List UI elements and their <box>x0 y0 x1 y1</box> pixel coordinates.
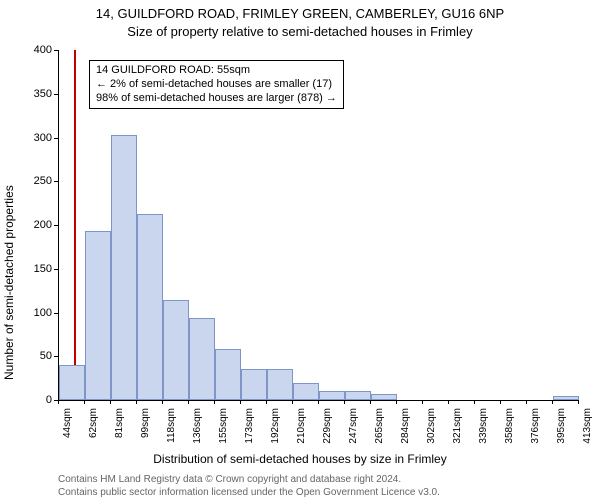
bar <box>137 214 163 400</box>
chart-root: 14, GUILDFORD ROAD, FRIMLEY GREEN, CAMBE… <box>0 0 600 500</box>
x-tick-mark <box>318 400 319 404</box>
y-tick-label: 350 <box>34 88 52 100</box>
x-tick-mark <box>396 400 397 404</box>
y-tick-label: 50 <box>40 350 52 362</box>
x-tick-mark <box>474 400 475 404</box>
x-tick-label: 395sqm <box>556 408 567 452</box>
x-tick-mark <box>422 400 423 404</box>
y-tick-mark <box>54 94 58 95</box>
y-tick-label: 300 <box>34 132 52 144</box>
y-tick-label: 100 <box>34 307 52 319</box>
x-tick-mark <box>344 400 345 404</box>
annotation-line-2: ← 2% of semi-detached houses are smaller… <box>96 78 337 92</box>
x-tick-label: 62sqm <box>88 408 99 452</box>
bar <box>553 396 579 400</box>
x-tick-label: 302sqm <box>426 408 437 452</box>
x-tick-mark <box>214 400 215 404</box>
x-tick-mark <box>448 400 449 404</box>
x-tick-mark <box>370 400 371 404</box>
credits-line-2: Contains public sector information licen… <box>58 487 440 500</box>
marker-line <box>74 50 76 400</box>
y-tick-mark <box>54 225 58 226</box>
bar <box>371 394 397 400</box>
x-tick-label: 339sqm <box>478 408 489 452</box>
y-tick-mark <box>54 313 58 314</box>
bar <box>59 365 85 400</box>
bar <box>111 135 137 400</box>
x-axis-label: Distribution of semi-detached houses by … <box>0 452 600 466</box>
y-tick-label: 250 <box>34 175 52 187</box>
bar <box>267 369 293 400</box>
x-tick-label: 413sqm <box>582 408 593 452</box>
y-tick-mark <box>54 356 58 357</box>
x-tick-mark <box>552 400 553 404</box>
bar <box>85 231 111 400</box>
credits-line-1: Contains HM Land Registry data © Crown c… <box>58 474 440 487</box>
x-tick-mark <box>292 400 293 404</box>
x-tick-mark <box>240 400 241 404</box>
x-tick-label: 155sqm <box>218 408 229 452</box>
bar <box>319 391 345 400</box>
x-tick-label: 284sqm <box>400 408 411 452</box>
y-tick-mark <box>54 181 58 182</box>
y-tick-mark <box>54 269 58 270</box>
x-tick-mark <box>110 400 111 404</box>
x-tick-label: 210sqm <box>296 408 307 452</box>
x-tick-label: 44sqm <box>62 408 73 452</box>
y-tick-label: 0 <box>46 394 52 406</box>
x-tick-label: 321sqm <box>452 408 463 452</box>
y-tick-label: 400 <box>34 44 52 56</box>
x-tick-label: 229sqm <box>322 408 333 452</box>
x-tick-mark <box>58 400 59 404</box>
annotation-box: 14 GUILDFORD ROAD: 55sqm ← 2% of semi-de… <box>89 60 344 109</box>
x-tick-mark <box>578 400 579 404</box>
x-tick-label: 118sqm <box>166 408 177 452</box>
y-axis-label: Number of semi-detached properties <box>2 185 16 380</box>
x-tick-mark <box>526 400 527 404</box>
y-tick-label: 200 <box>34 219 52 231</box>
bar <box>189 318 215 400</box>
x-tick-label: 192sqm <box>270 408 281 452</box>
x-tick-mark <box>84 400 85 404</box>
x-tick-label: 358sqm <box>504 408 515 452</box>
annotation-line-1: 14 GUILDFORD ROAD: 55sqm <box>96 64 337 78</box>
y-tick-mark <box>54 50 58 51</box>
x-tick-mark <box>136 400 137 404</box>
x-tick-mark <box>162 400 163 404</box>
x-tick-label: 247sqm <box>348 408 359 452</box>
x-tick-label: 136sqm <box>192 408 203 452</box>
plot-area: 14 GUILDFORD ROAD: 55sqm ← 2% of semi-de… <box>58 50 579 401</box>
chart-subtitle: Size of property relative to semi-detach… <box>0 24 600 40</box>
x-tick-label: 376sqm <box>530 408 541 452</box>
y-tick-mark <box>54 138 58 139</box>
x-tick-label: 265sqm <box>374 408 385 452</box>
bar <box>345 391 371 400</box>
x-tick-mark <box>266 400 267 404</box>
bar <box>215 349 241 400</box>
chart-titles: 14, GUILDFORD ROAD, FRIMLEY GREEN, CAMBE… <box>0 6 600 39</box>
annotation-line-3: 98% of semi-detached houses are larger (… <box>96 92 337 106</box>
x-tick-label: 99sqm <box>140 408 151 452</box>
bar <box>241 369 267 400</box>
x-tick-label: 81sqm <box>114 408 125 452</box>
x-tick-mark <box>188 400 189 404</box>
y-tick-label: 150 <box>34 263 52 275</box>
credits: Contains HM Land Registry data © Crown c… <box>58 474 440 499</box>
x-tick-label: 173sqm <box>244 408 255 452</box>
bar <box>293 383 319 400</box>
x-tick-mark <box>500 400 501 404</box>
address-title: 14, GUILDFORD ROAD, FRIMLEY GREEN, CAMBE… <box>0 6 600 22</box>
bar <box>163 300 189 400</box>
